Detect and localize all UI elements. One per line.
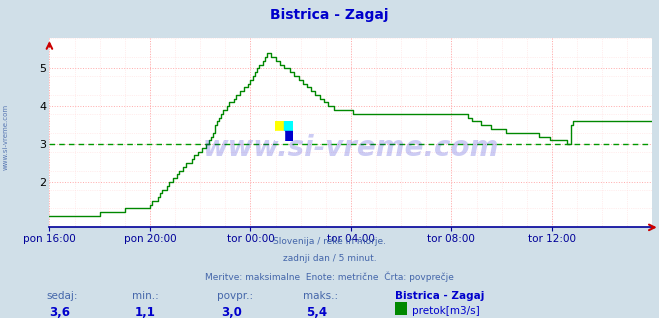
Bar xyxy=(275,131,284,141)
Text: pretok[m3/s]: pretok[m3/s] xyxy=(412,306,480,316)
Text: Bistrica - Zagaj: Bistrica - Zagaj xyxy=(270,8,389,22)
Text: www.si-vreme.com: www.si-vreme.com xyxy=(203,134,499,162)
Bar xyxy=(284,131,293,141)
Bar xyxy=(275,121,284,131)
Bar xyxy=(284,121,293,131)
Text: zadnji dan / 5 minut.: zadnji dan / 5 minut. xyxy=(283,254,376,263)
Text: povpr.:: povpr.: xyxy=(217,291,254,301)
Text: Bistrica - Zagaj: Bistrica - Zagaj xyxy=(395,291,485,301)
Text: Slovenija / reke in morje.: Slovenija / reke in morje. xyxy=(273,237,386,246)
Text: maks.:: maks.: xyxy=(303,291,338,301)
Text: sedaj:: sedaj: xyxy=(46,291,78,301)
Text: Meritve: maksimalne  Enote: metrične  Črta: povprečje: Meritve: maksimalne Enote: metrične Črta… xyxy=(205,272,454,282)
Text: www.si-vreme.com: www.si-vreme.com xyxy=(2,104,9,170)
Text: 5,4: 5,4 xyxy=(306,306,328,318)
Text: min.:: min.: xyxy=(132,291,159,301)
Text: 1,1: 1,1 xyxy=(135,306,156,318)
Text: 3,6: 3,6 xyxy=(49,306,71,318)
Text: 3,0: 3,0 xyxy=(221,306,242,318)
